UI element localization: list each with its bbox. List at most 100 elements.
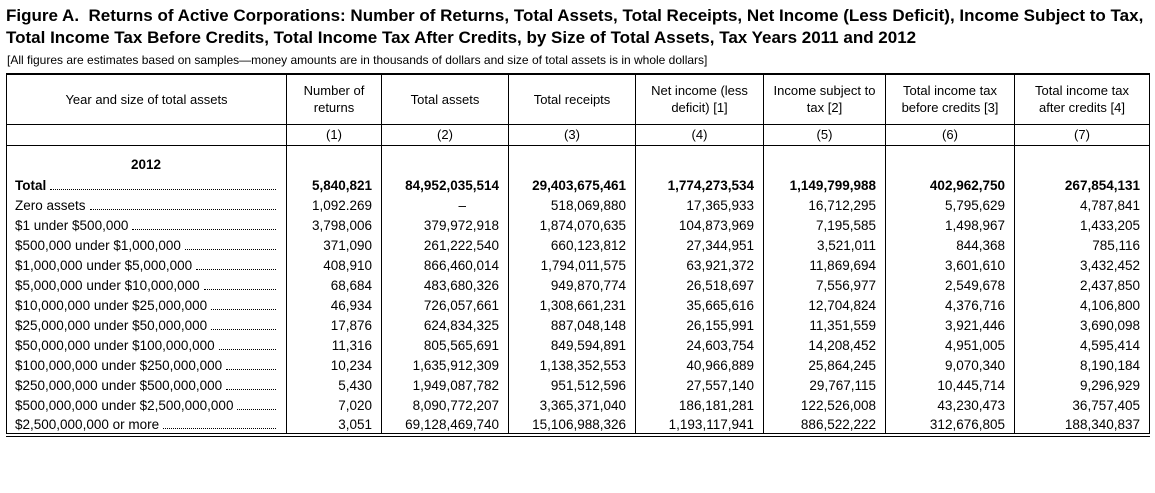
section-year-label: 2012 bbox=[6, 145, 287, 176]
cell-value: 46,934 bbox=[286, 295, 382, 316]
cell-value: 17,876 bbox=[286, 315, 382, 336]
cell-value: 2,437,850 bbox=[1014, 275, 1150, 296]
cell-value: 4,106,800 bbox=[1014, 295, 1150, 316]
dot-leader bbox=[237, 408, 276, 410]
column-number: (2) bbox=[381, 123, 509, 146]
cell-value: 84,952,035,514 bbox=[381, 175, 509, 196]
row-label-text: $1,000,000 under $5,000,000 bbox=[15, 257, 193, 273]
cell-value: 379,972,918 bbox=[381, 215, 509, 236]
row-label: $5,000,000 under $10,000,000 bbox=[6, 275, 287, 296]
cell-value: 483,680,326 bbox=[381, 275, 509, 296]
row-label: $250,000,000 under $500,000,000 bbox=[6, 375, 287, 396]
cell-value: 14,208,452 bbox=[763, 335, 886, 356]
row-label-text: $2,500,000,000 or more bbox=[15, 416, 160, 432]
column-header: Total receipts bbox=[508, 73, 636, 125]
row-label-text: $500,000 under $1,000,000 bbox=[15, 237, 181, 253]
cell-value: 887,048,148 bbox=[508, 315, 636, 336]
cell-value: 1,774,273,534 bbox=[635, 175, 764, 196]
cell-value: 35,665,616 bbox=[635, 295, 764, 316]
row-label: $100,000,000 under $250,000,000 bbox=[6, 355, 287, 376]
cell-value: 12,704,824 bbox=[763, 295, 886, 316]
cell-value: – bbox=[381, 195, 509, 216]
cell-value: 63,921,372 bbox=[635, 255, 764, 276]
figure-a-table: Year and size of total assets Number of r… bbox=[6, 73, 1150, 438]
cell-value: 1,635,912,309 bbox=[381, 355, 509, 376]
table-row: $1,000,000 under $5,000,000 408,910 866,46… bbox=[6, 255, 1150, 276]
cell-value: 1,874,070,635 bbox=[508, 215, 636, 236]
table-row: $500,000 under $1,000,000 371,090 261,222,… bbox=[6, 235, 1150, 256]
dot-leader bbox=[89, 208, 276, 210]
cell-value: 10,234 bbox=[286, 355, 382, 376]
row-label: $10,000,000 under $25,000,000 bbox=[6, 295, 287, 316]
cell-value: 25,864,245 bbox=[763, 355, 886, 376]
table-row: Zero assets 1,092.269–518,069,880 17,365,9… bbox=[6, 195, 1150, 216]
cell-value: 4,376,716 bbox=[885, 295, 1015, 316]
cell-value: 624,834,325 bbox=[381, 315, 509, 336]
row-label-text: Total bbox=[15, 177, 47, 193]
cell-value: 805,565,691 bbox=[381, 335, 509, 356]
cell-value: 3,051 bbox=[286, 415, 382, 438]
cell-value: 660,123,812 bbox=[508, 235, 636, 256]
cell-value: 186,181,281 bbox=[635, 395, 764, 416]
row-label-text: $50,000,000 under $100,000,000 bbox=[15, 337, 215, 353]
cell-value: 68,684 bbox=[286, 275, 382, 296]
cell-value: 3,521,011 bbox=[763, 235, 886, 256]
cell-value: 26,155,991 bbox=[635, 315, 764, 336]
cell-value: 4,595,414 bbox=[1014, 335, 1150, 356]
column-number: (5) bbox=[763, 123, 886, 146]
dot-leader bbox=[132, 228, 276, 230]
empty-cell bbox=[635, 145, 764, 176]
cell-value: 17,365,933 bbox=[635, 195, 764, 216]
cell-value: 844,368 bbox=[885, 235, 1015, 256]
cell-value: 10,445,714 bbox=[885, 375, 1015, 396]
dot-leader bbox=[211, 328, 276, 330]
row-label: $25,000,000 under $50,000,000 bbox=[6, 315, 287, 336]
table-row: $10,000,000 under $25,000,000 46,934 726,0… bbox=[6, 295, 1150, 316]
row-label: $1,000,000 under $5,000,000 bbox=[6, 255, 287, 276]
cell-value: 27,557,140 bbox=[635, 375, 764, 396]
empty-cell bbox=[1014, 145, 1150, 176]
column-number: (6) bbox=[885, 123, 1015, 146]
cell-value: 122,526,008 bbox=[763, 395, 886, 416]
cell-value: 1,308,661,231 bbox=[508, 295, 636, 316]
dot-leader bbox=[50, 188, 276, 190]
cell-value: 15,106,988,326 bbox=[508, 415, 636, 438]
cell-value: 951,512,596 bbox=[508, 375, 636, 396]
column-header: Number of returns bbox=[286, 73, 382, 125]
section-year-row: 2012 bbox=[6, 145, 1150, 176]
row-label: Zero assets bbox=[6, 195, 287, 216]
column-number: (1) bbox=[286, 123, 382, 146]
cell-value: 849,594,891 bbox=[508, 335, 636, 356]
cell-value: 1,949,087,782 bbox=[381, 375, 509, 396]
cell-value: 5,795,629 bbox=[885, 195, 1015, 216]
cell-value: 1,794,011,575 bbox=[508, 255, 636, 276]
cell-value: 11,316 bbox=[286, 335, 382, 356]
row-label-text: $250,000,000 under $500,000,000 bbox=[15, 377, 223, 393]
dot-leader bbox=[226, 368, 276, 370]
cell-value: 11,351,559 bbox=[763, 315, 886, 336]
row-label: $500,000,000 under $2,500,000,000 bbox=[6, 395, 287, 416]
cell-value: 11,869,694 bbox=[763, 255, 886, 276]
cell-value: 36,757,405 bbox=[1014, 395, 1150, 416]
cell-value: 1,498,967 bbox=[885, 215, 1015, 236]
cell-value: 69,128,469,740 bbox=[381, 415, 509, 438]
row-label-text: $5,000,000 under $10,000,000 bbox=[15, 277, 200, 293]
empty-cell bbox=[885, 145, 1015, 176]
cell-value: 104,873,969 bbox=[635, 215, 764, 236]
cell-value: 1,433,205 bbox=[1014, 215, 1150, 236]
row-label-text: Zero assets bbox=[15, 197, 86, 213]
cell-value: 785,116 bbox=[1014, 235, 1150, 256]
dot-leader bbox=[163, 427, 276, 429]
figure-title: Figure A. Returns of Active Corporations… bbox=[6, 6, 1149, 48]
cell-value: 16,712,295 bbox=[763, 195, 886, 216]
cell-value: 27,344,951 bbox=[635, 235, 764, 256]
cell-value: 7,020 bbox=[286, 395, 382, 416]
cell-value: 886,522,222 bbox=[763, 415, 886, 438]
table-row: $500,000,000 under $2,500,000,000 7,020 8,… bbox=[6, 395, 1150, 416]
cell-value: 1,092.269 bbox=[286, 195, 382, 216]
empty-cell bbox=[508, 145, 636, 176]
cell-value: 40,966,889 bbox=[635, 355, 764, 376]
row-label-text: $1 under $500,000 bbox=[15, 217, 129, 233]
table-row: $25,000,000 under $50,000,000 17,876 624,8… bbox=[6, 315, 1150, 336]
column-header-stub: Year and size of total assets bbox=[6, 73, 287, 125]
